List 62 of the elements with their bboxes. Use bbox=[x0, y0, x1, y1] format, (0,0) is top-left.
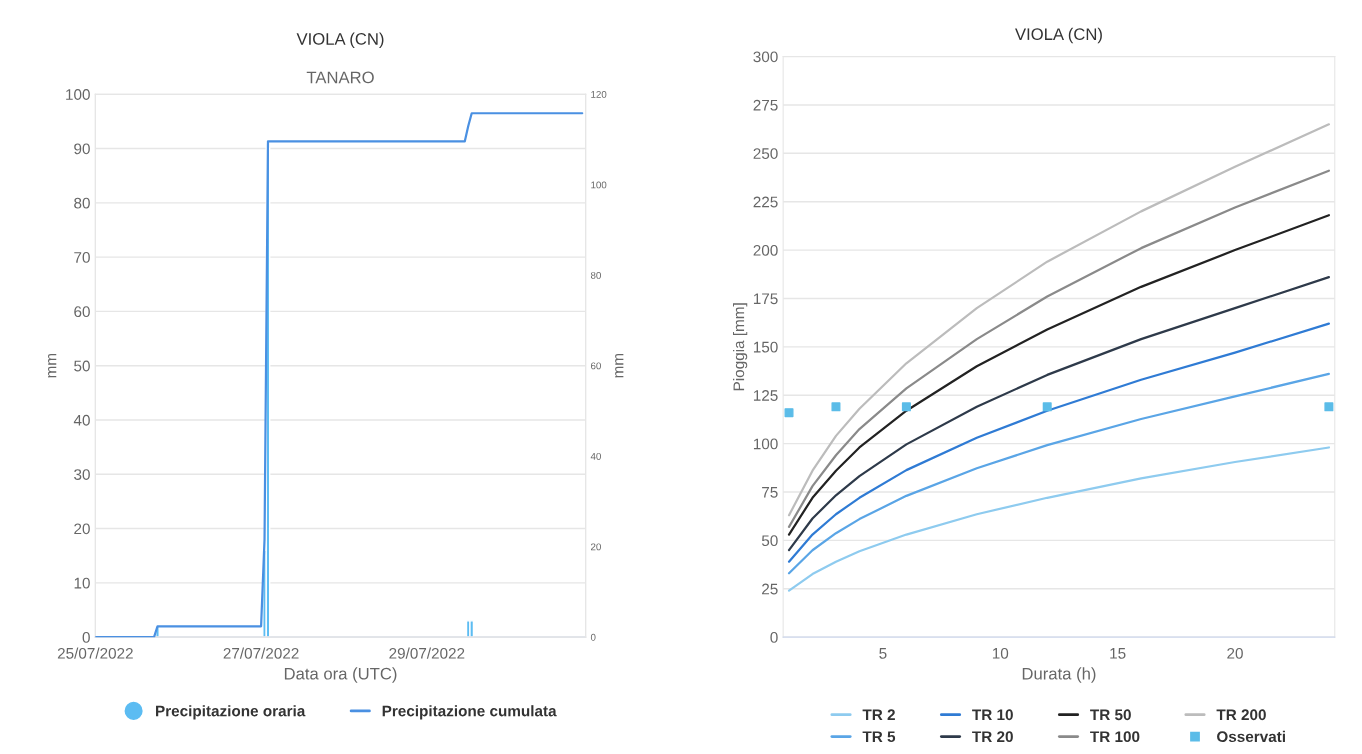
y-tick-label: 50 bbox=[74, 360, 90, 372]
legend-label: TR 200 bbox=[1216, 709, 1266, 721]
line-series bbox=[787, 446, 1330, 592]
y-tick-label: 100 bbox=[753, 438, 778, 450]
legend-label: Precipitazione cumulata bbox=[382, 705, 557, 720]
legend-label: Osservati bbox=[1217, 730, 1285, 743]
legend-label: TR 50 bbox=[1090, 709, 1131, 721]
legend-label: TR 5 bbox=[862, 731, 896, 743]
x-tick-label: 25/07/2022 bbox=[57, 647, 133, 659]
line-series bbox=[95, 112, 584, 638]
y-tick-label: 30 bbox=[74, 469, 90, 480]
y2-tick-label: 20 bbox=[591, 543, 601, 551]
line-series bbox=[787, 372, 1330, 575]
x-tick-label: 5 bbox=[879, 648, 887, 659]
y-tick-label: 80 bbox=[74, 197, 90, 209]
line-series bbox=[787, 322, 1330, 563]
chart-title: VIOLA (CN) bbox=[296, 32, 384, 49]
x-tick-label: 15 bbox=[1110, 648, 1126, 659]
y-tick-label: 70 bbox=[74, 251, 90, 263]
y2-axis-title: mm bbox=[615, 353, 624, 378]
y-tick-label: 125 bbox=[753, 390, 778, 401]
y-tick-label: 20 bbox=[74, 523, 90, 535]
y-tick-label: 0 bbox=[770, 632, 778, 643]
legend-label: Precipitazione oraria bbox=[156, 705, 306, 720]
y-tick-label: 250 bbox=[753, 148, 778, 159]
line-series bbox=[787, 276, 1330, 552]
chart-title: VIOLA (CN) bbox=[1015, 27, 1102, 44]
y-tick-label: 175 bbox=[753, 293, 778, 305]
y2-tick-label: 0 bbox=[590, 633, 596, 641]
x-axis-title: Data ora (UTC) bbox=[284, 667, 397, 683]
x-tick-label: 20 bbox=[1227, 647, 1243, 659]
y-tick-label: 0 bbox=[82, 632, 90, 643]
y-axis-title: Pioggia [mm] bbox=[733, 303, 748, 391]
legend-label: TR 10 bbox=[972, 709, 1013, 721]
y-tick-label: 10 bbox=[74, 577, 90, 589]
y2-tick-label: 80 bbox=[590, 271, 601, 279]
y-axis-title: mm bbox=[48, 353, 57, 378]
y2-tick-label: 100 bbox=[591, 181, 607, 189]
x-tick-label: 10 bbox=[992, 647, 1009, 659]
y-tick-label: 100 bbox=[66, 89, 90, 100]
y-tick-label: 225 bbox=[753, 196, 778, 208]
bar bbox=[469, 620, 475, 638]
y-tick-label: 25 bbox=[762, 583, 778, 595]
legend-label: TR 100 bbox=[1090, 731, 1140, 743]
y-tick-label: 150 bbox=[753, 341, 778, 353]
x-axis-title: Durata (h) bbox=[1022, 667, 1096, 683]
y-tick-label: 275 bbox=[753, 99, 778, 111]
y-tick-label: 40 bbox=[73, 414, 90, 426]
y-tick-label: 200 bbox=[753, 244, 778, 256]
y-tick-label: 90 bbox=[74, 143, 90, 155]
x-tick-label: 29/07/2022 bbox=[389, 647, 465, 659]
legend-label: TR 2 bbox=[862, 709, 895, 721]
chart-subtitle: TANARO bbox=[306, 71, 374, 84]
y-tick-label: 60 bbox=[74, 306, 90, 318]
y-tick-label: 75 bbox=[762, 487, 778, 498]
y2-tick-label: 40 bbox=[590, 452, 601, 460]
y-tick-label: 50 bbox=[761, 535, 778, 547]
x-tick-label: 27/07/2022 bbox=[223, 647, 299, 659]
y2-tick-label: 120 bbox=[591, 90, 607, 98]
y-tick-label: 300 bbox=[753, 51, 778, 63]
y2-tick-label: 60 bbox=[591, 362, 601, 370]
legend-label: TR 20 bbox=[972, 731, 1013, 743]
